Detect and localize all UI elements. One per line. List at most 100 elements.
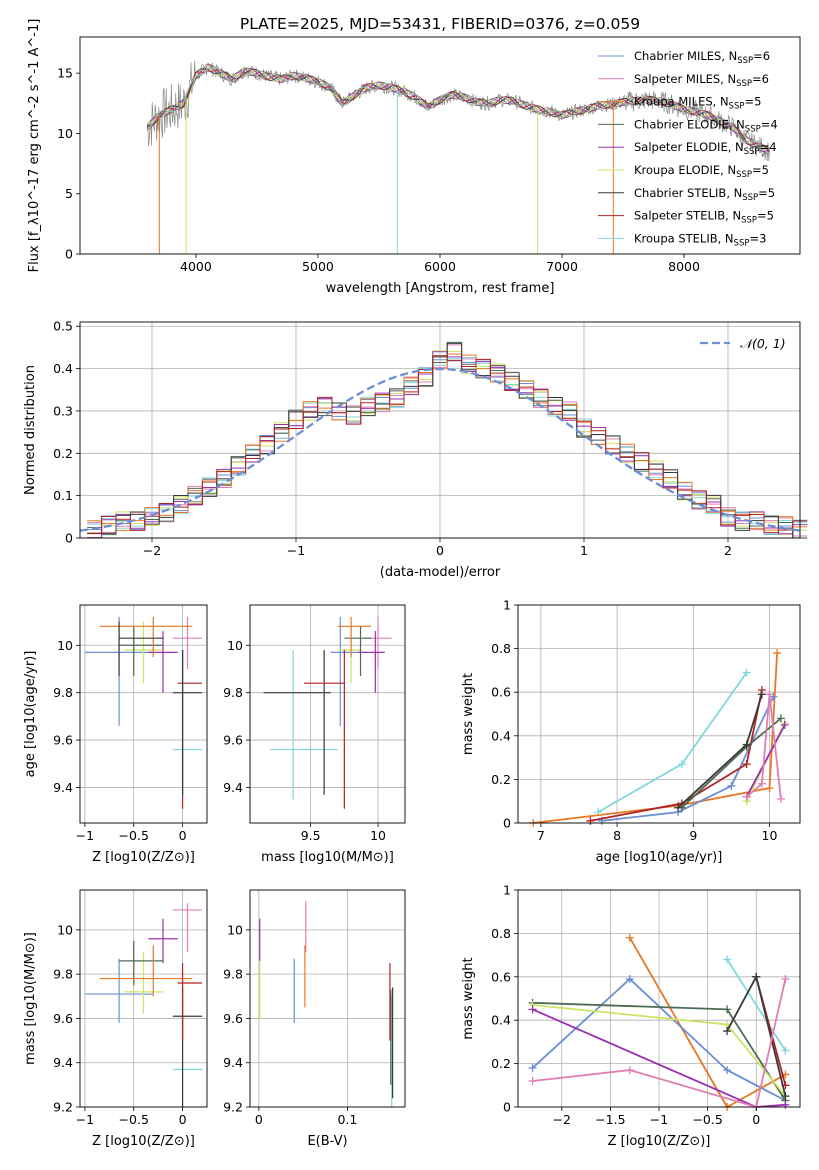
tick-label-y: 9.2 [223, 1100, 243, 1115]
panel-2: −1 −0.5 0 9.4 9.6 9.8 10 Z [log10(Z/Z⊙)] age [lo… [23, 604, 208, 865]
tick-label-x: 0 [179, 828, 187, 843]
axes-frame [517, 889, 801, 1108]
series-marker [781, 974, 790, 983]
series-line [746, 694, 782, 800]
series-line [597, 672, 748, 813]
series-line [146, 66, 770, 156]
series-marker [677, 760, 686, 769]
tick-label-y: 0 [503, 1100, 511, 1115]
series-marker [723, 1027, 732, 1036]
panel-6: 0 0.1 9.2 9.4 9.6 9.8 10 E(B-V) [223, 889, 406, 1149]
series-marker [625, 974, 634, 983]
axes-frame [79, 889, 208, 1108]
tick-label-y: 1 [503, 883, 511, 898]
legend-label: Kroupa STELIB, NSSP=3 [634, 231, 766, 248]
tick-label-x: 2 [724, 543, 732, 558]
legend-label: Salpeter MILES, NSSP=6 [634, 72, 769, 89]
plot-area [259, 901, 394, 1107]
plot-area [528, 933, 790, 1111]
series-marker [528, 1076, 537, 1085]
series-marker [723, 955, 732, 964]
series-marker [625, 1066, 634, 1075]
tick-label-x: 0 [179, 1112, 187, 1127]
tick-label-y: 9.6 [223, 1011, 243, 1026]
x-axis-label: Z [log10(Z/Z⊙)] [92, 1134, 195, 1149]
series-line [531, 977, 786, 1102]
tick-label-x: 4000 [180, 259, 212, 274]
figure-title: PLATE=2025, MJD=53431, FIBERID=0376, z=0… [240, 15, 640, 33]
axes-frame [79, 321, 801, 539]
axes-frame [249, 889, 406, 1108]
series-marker [742, 668, 751, 677]
tick-label-x: 9 [689, 828, 697, 843]
plot-area [263, 616, 392, 809]
tick-label-y: 0.8 [491, 641, 511, 656]
series-line [533, 652, 778, 824]
histogram-step [87, 353, 808, 531]
legend-label: 𝒩(0, 1) [740, 336, 786, 351]
tick-label-y: 0.1 [53, 488, 73, 503]
tick-label-y: 9.4 [53, 1055, 73, 1070]
tick-label-x: 0.1 [337, 1112, 357, 1127]
panel-4: 7 8 9 10 0 0.2 0.4 0.6 0.8 1 age [log10(age/yr)] ma… [461, 598, 801, 865]
tick-label-y: 0.6 [491, 969, 511, 984]
series-marker [776, 795, 785, 804]
tick-label-y: 0.3 [53, 403, 73, 418]
axes-frame [79, 36, 801, 255]
tick-label-y: 5 [65, 186, 73, 201]
x-axis-label: age [log10(age/yr)] [596, 850, 723, 865]
tick-label-x: 5000 [302, 259, 334, 274]
x-axis-label: Z [log10(Z/Z⊙)] [608, 1134, 711, 1149]
tick-label-y: 0.4 [491, 728, 511, 743]
series-marker [781, 1092, 790, 1101]
x-axis-label: E(B-V) [307, 1134, 347, 1149]
series-marker [757, 690, 766, 699]
axes-frame [517, 604, 801, 824]
series-marker [625, 933, 634, 942]
series-line [532, 978, 787, 1109]
tick-label-x: −0.5 [692, 1112, 722, 1127]
tick-label-y: 15 [57, 66, 73, 81]
tick-label-y: 0.4 [53, 361, 73, 376]
tick-label-y: 0 [65, 531, 73, 546]
y-axis-label: Flux [f_λ10^-17 erg cm^-2 s^-1 A^-1] [27, 19, 42, 273]
tick-label-y: 0.2 [491, 1056, 511, 1071]
histogram-step [87, 342, 808, 539]
series-line [726, 958, 787, 1052]
tick-label-y: 9.6 [223, 733, 243, 748]
series-marker [765, 690, 774, 699]
tick-label-x: −1 [76, 1112, 94, 1127]
series-marker [757, 779, 766, 788]
histogram-step [87, 351, 808, 539]
legend-label: Kroupa MILES, NSSP=5 [634, 95, 761, 112]
histogram-step [87, 344, 808, 537]
tick-label-y: 0.8 [491, 926, 511, 941]
series-line [146, 67, 770, 153]
series-line [146, 65, 770, 150]
tick-label-x: −2 [553, 1112, 571, 1127]
tick-label-x: −1 [76, 828, 94, 843]
tick-label-x: 8000 [668, 259, 700, 274]
x-axis-label: Z [log10(Z/Z⊙)] [92, 850, 195, 865]
tick-label-y: 10 [227, 638, 243, 653]
tick-label-x: −1 [650, 1112, 668, 1127]
tick-label-x: −2 [143, 543, 161, 558]
series-line [590, 689, 763, 822]
legend-label: Chabrier ELODIE, NSSP=4 [634, 117, 778, 134]
tick-label-y: 0.5 [53, 319, 73, 334]
tick-label-y: 9.8 [53, 685, 73, 700]
tick-label-x: 7 [537, 828, 545, 843]
tick-label-x: 10 [370, 828, 386, 843]
series-marker [752, 972, 761, 981]
series-marker [528, 1005, 537, 1014]
legend-label: Chabrier STELIB, NSSP=5 [634, 186, 775, 203]
y-axis-label: mass [log10(M/M⊙)] [23, 932, 38, 1065]
plot-area [79, 341, 808, 539]
series-marker [765, 784, 774, 793]
axes-frame [249, 604, 406, 824]
plot-area [529, 648, 789, 827]
plot-area [84, 616, 203, 809]
tick-label-y: 10 [57, 922, 73, 937]
y-axis-label: mass weight [461, 957, 476, 1039]
panel-0: 4000 5000 6000 7000 8000 0 5 10 15 wavelength [An… [27, 19, 801, 296]
